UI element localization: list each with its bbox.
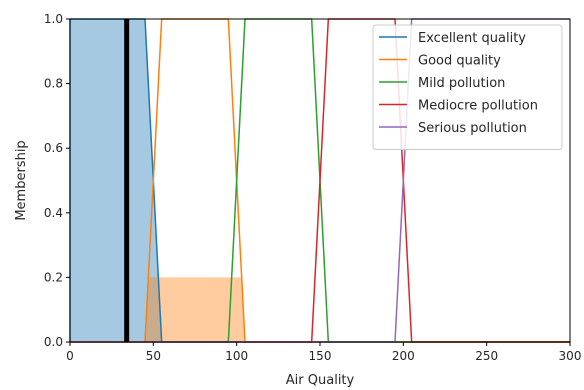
y-tick-label-3: 0.6	[44, 141, 63, 155]
y-tick-label-1: 0.2	[44, 270, 63, 284]
x-tick-label-4: 200	[392, 349, 415, 363]
legend-box	[372, 24, 563, 150]
x-tick-label-3: 150	[309, 349, 332, 363]
x-axis-label: Air Quality	[286, 373, 355, 388]
fill-region-0	[70, 19, 162, 342]
x-tick-label-2: 100	[225, 349, 248, 363]
legend-entry-2: Mild pollution	[418, 76, 505, 91]
x-tick-label-6: 300	[559, 349, 582, 363]
x-tick-label-0: 0	[66, 349, 74, 363]
legend-entry-3: Mediocre pollution	[418, 99, 538, 114]
legend: Excellent quality Good quality Mild pollut…	[372, 24, 563, 150]
x-tick-label-5: 250	[475, 349, 498, 363]
y-tick-label-5: 1.0	[44, 12, 63, 26]
x-tick-label-1: 50	[146, 349, 161, 363]
legend-entry-4: Serious pollution	[418, 121, 527, 136]
y-tick-label-0: 0.0	[44, 335, 63, 349]
legend-entry-0: Excellent quality	[418, 31, 526, 46]
x-axis: 0 50 100 150 200 250 300	[66, 342, 581, 363]
y-tick-label-4: 0.8	[44, 77, 63, 91]
legend-entry-1: Good quality	[418, 54, 501, 69]
y-axis-label: Membership	[14, 140, 29, 220]
y-tick-label-2: 0.4	[44, 206, 63, 220]
fill-region-1	[145, 277, 245, 342]
y-axis: 0.0 0.2 0.4 0.6 0.8 1.0	[44, 12, 70, 349]
fill-layer	[70, 19, 245, 342]
